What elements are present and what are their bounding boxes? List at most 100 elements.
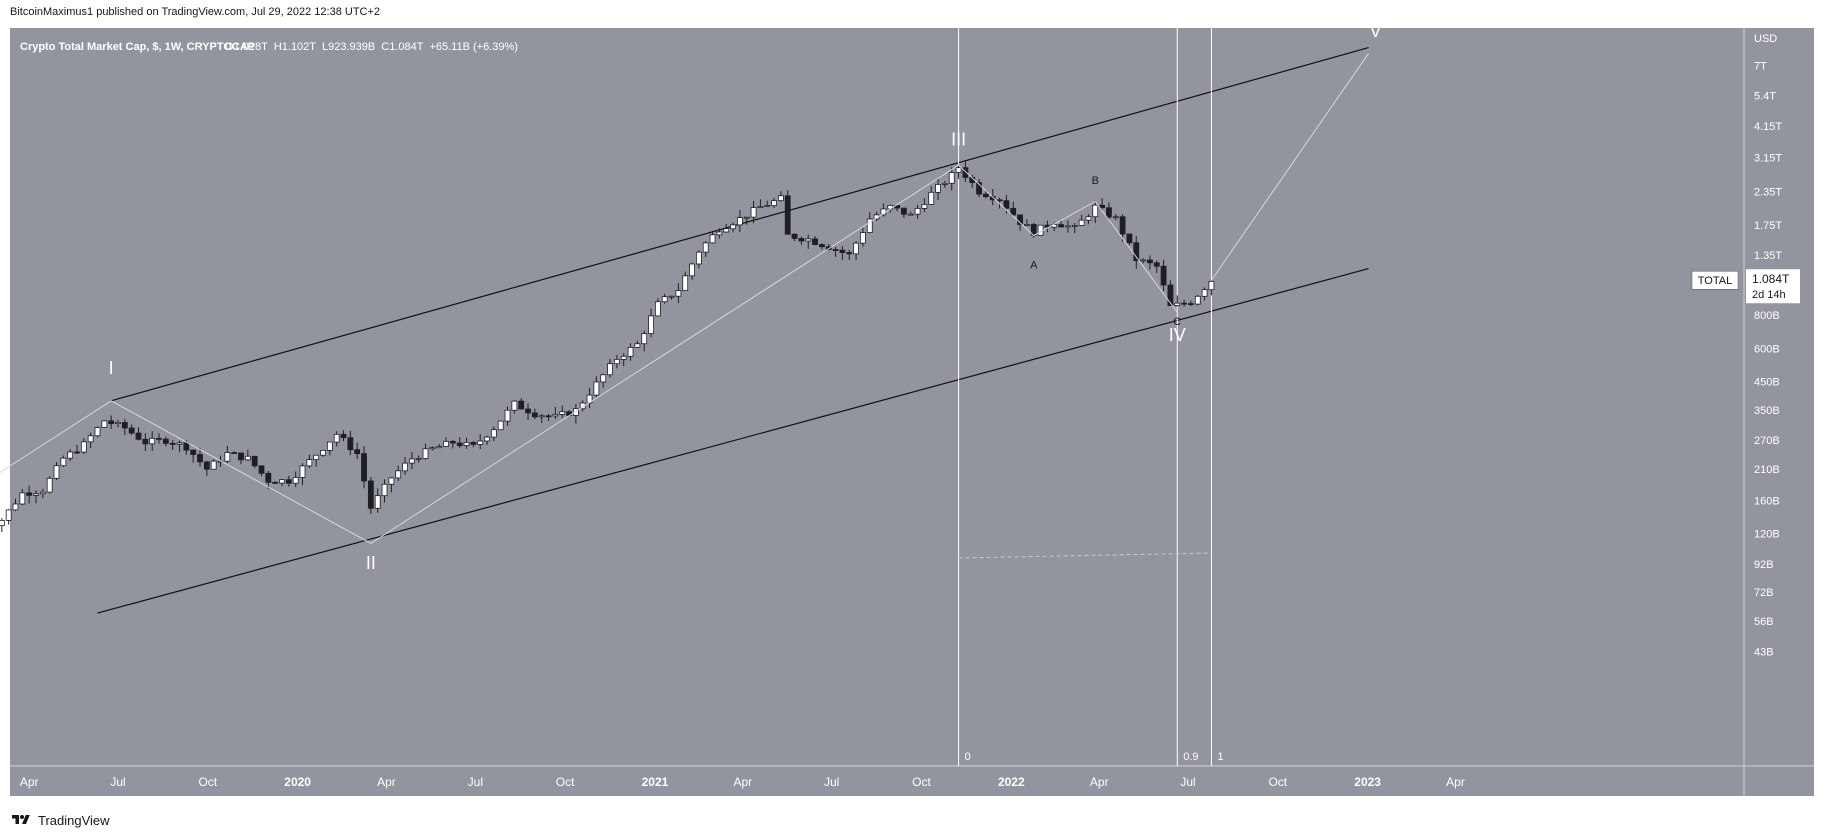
candle-body xyxy=(976,182,982,195)
candle-body xyxy=(12,503,19,511)
time-tick-label: Oct xyxy=(912,775,931,789)
candle xyxy=(87,432,94,449)
candle-body xyxy=(490,429,497,438)
candle xyxy=(1112,214,1119,221)
price-tick-label: 5.4T xyxy=(1754,91,1776,103)
candle xyxy=(750,200,757,224)
candle-body xyxy=(169,443,176,445)
candle-body xyxy=(477,440,484,445)
candle-body xyxy=(128,427,135,434)
candle xyxy=(709,230,716,244)
candle xyxy=(983,189,989,199)
candle-body xyxy=(1147,259,1153,264)
candle-body xyxy=(1058,224,1064,228)
price-axis-background xyxy=(1744,28,1814,766)
wave-label: III xyxy=(951,129,966,149)
candle xyxy=(190,449,197,463)
candle-body xyxy=(689,263,695,277)
candle-body xyxy=(156,437,162,440)
candle-body xyxy=(1140,259,1146,262)
candle xyxy=(613,355,620,369)
candle-body xyxy=(682,275,689,291)
candle xyxy=(757,199,764,208)
candle xyxy=(1099,198,1105,210)
candle xyxy=(641,330,648,352)
candle xyxy=(135,427,142,441)
candle xyxy=(402,457,408,475)
candle xyxy=(299,463,306,486)
candle xyxy=(203,460,210,476)
candle xyxy=(367,477,374,515)
time-tick-label: Apr xyxy=(20,775,39,789)
candle-body xyxy=(1078,219,1085,226)
candle-body xyxy=(593,381,600,396)
legend-symbol: Crypto Total Market Cap, $, 1W, CRYPTOCA… xyxy=(20,41,255,53)
candle xyxy=(914,204,921,219)
candle-body xyxy=(955,167,962,173)
candle-body xyxy=(928,191,935,205)
candle-body xyxy=(716,231,723,236)
footer-brand: TradingView xyxy=(38,812,110,828)
candle xyxy=(1208,280,1215,296)
price-axis[interactable]: USD 7T 5.4T 4.15T 3.15T 2.35T 1.75T 1.35T 800B 60… xyxy=(1691,33,1800,658)
candle-body xyxy=(381,483,388,497)
candle xyxy=(1160,259,1167,292)
candle-body xyxy=(723,228,730,233)
time-axis-background xyxy=(10,766,1814,796)
candle-body xyxy=(1085,216,1092,221)
candle xyxy=(5,509,12,525)
candle xyxy=(477,434,484,450)
candle xyxy=(381,479,388,503)
time-axis[interactable]: Apr Jul Oct 2020 Apr Jul Oct 2021 Apr Jul Oct 2022 A… xyxy=(20,775,1465,789)
candle-body xyxy=(121,422,128,429)
candle xyxy=(654,298,661,317)
candle xyxy=(46,476,53,494)
candle-body xyxy=(456,442,463,446)
time-tick-label: 2020 xyxy=(284,775,311,789)
candle-body xyxy=(1167,284,1174,306)
candle-body xyxy=(101,420,108,428)
candle xyxy=(921,198,928,212)
time-tick-label: Jul xyxy=(110,775,125,789)
candle-body xyxy=(265,472,272,483)
candle xyxy=(285,475,292,487)
candle xyxy=(470,440,477,448)
candle xyxy=(101,420,108,428)
candle-body xyxy=(402,462,408,472)
fib-time-label: 0 xyxy=(965,751,971,763)
candle-body xyxy=(272,481,279,484)
chart-background xyxy=(10,28,1744,766)
candle-body xyxy=(210,460,217,470)
legend-ohlc: O1.018T H1.102T L923.939B C1.084T +65.11B (+… xyxy=(225,41,518,53)
candle-body xyxy=(326,441,333,451)
candle-body xyxy=(730,224,736,230)
candle xyxy=(723,223,730,233)
time-tick-label: 2021 xyxy=(642,775,669,789)
candle xyxy=(1092,200,1099,224)
candle-body xyxy=(668,295,675,298)
candle-body xyxy=(648,315,654,334)
candle-body xyxy=(1010,207,1017,216)
candle-body xyxy=(531,412,538,418)
candle-body xyxy=(367,480,374,509)
candle-body xyxy=(757,206,764,208)
candle-body xyxy=(1153,262,1160,267)
candle xyxy=(716,228,723,239)
candle-body xyxy=(545,415,552,418)
candle xyxy=(771,197,777,209)
candle-body xyxy=(67,451,74,459)
candle xyxy=(525,403,531,421)
candle xyxy=(449,439,456,449)
candle-body xyxy=(935,184,941,193)
candle-body xyxy=(675,290,682,297)
candle-body xyxy=(654,301,661,317)
candle-body xyxy=(422,448,429,459)
candle xyxy=(121,418,128,435)
candle xyxy=(812,236,818,246)
candle xyxy=(853,241,859,261)
candle xyxy=(935,178,941,201)
candle xyxy=(730,222,736,233)
candle-body xyxy=(504,409,511,422)
